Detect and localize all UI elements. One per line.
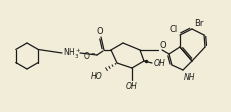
Text: NH: NH: [184, 72, 195, 81]
Text: O$^-$: O$^-$: [83, 50, 96, 61]
Text: O: O: [159, 41, 166, 50]
Text: OH: OH: [126, 81, 138, 90]
Text: HO: HO: [91, 71, 103, 80]
Text: Br: Br: [194, 19, 203, 28]
Text: Cl: Cl: [170, 25, 178, 34]
Text: O: O: [97, 27, 103, 36]
Text: NH$_3^+$: NH$_3^+$: [63, 46, 81, 61]
Text: OH: OH: [154, 59, 166, 68]
